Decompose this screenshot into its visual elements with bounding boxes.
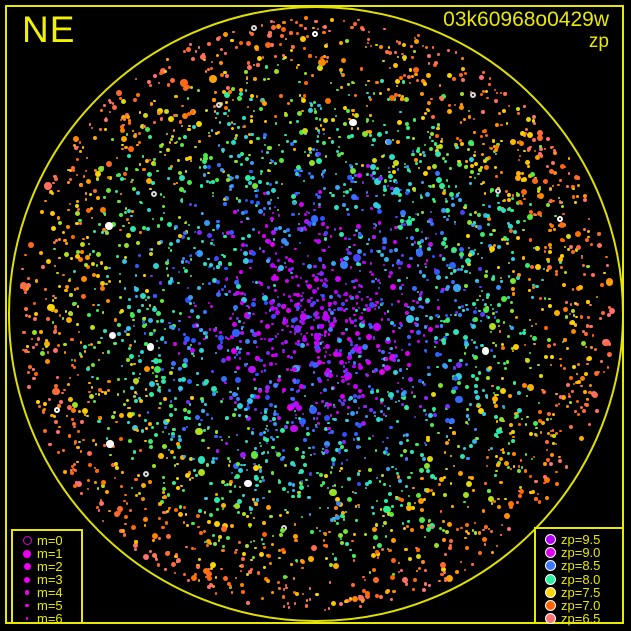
zp-swatch-cell <box>539 573 561 585</box>
zp-legend-label: zp=8.5 <box>561 558 601 574</box>
zp-legend-row: zp=7.0 <box>536 599 622 612</box>
zp-swatch-cell <box>539 547 561 559</box>
magnitude-swatch-cell <box>17 617 37 620</box>
zp-color-dot-icon <box>544 547 556 559</box>
magnitude-legend-row: m=0 <box>13 534 81 547</box>
zp-legend-row: zp=7.5 <box>536 586 622 599</box>
magnitude-legend-row: m=5 <box>13 599 81 612</box>
magnitude-swatch-cell <box>17 549 37 558</box>
magnitude-legend-label: m=0 <box>37 533 63 548</box>
magnitude-legend-row: m=3 <box>13 573 81 586</box>
zp-legend-row: zp=8.0 <box>536 573 622 586</box>
zp-legend-row: zp=8.5 <box>536 559 622 572</box>
magnitude-legend-rows: m=0 m=1 m=2 m=3 m=4 m=5 m=6 <box>13 531 81 625</box>
zp-legend-row: zp=9.0 <box>536 546 622 559</box>
magnitude-legend-row: m=4 <box>13 586 81 599</box>
direction-label: NE <box>22 9 76 50</box>
frame-id-label: 03k60968o0429w <box>443 8 609 31</box>
zp-color-dot-icon <box>544 560 556 572</box>
zp-color-dot-icon <box>544 573 556 585</box>
zp-color-dot-icon <box>544 586 556 598</box>
magnitude-legend-label: m=3 <box>37 572 63 587</box>
magnitude-dot-icon <box>25 603 29 608</box>
magnitude-swatch-cell <box>17 603 37 608</box>
magnitude-dot-icon <box>25 617 29 620</box>
zp-color-dot-icon <box>544 613 556 625</box>
zp-legend-row: zp=6.5 <box>536 612 622 625</box>
magnitude-legend-label: m=4 <box>37 585 63 600</box>
zp-swatch-cell <box>539 613 561 625</box>
magnitude-swatch-cell <box>17 576 37 583</box>
magnitude-swatch-cell <box>17 536 37 545</box>
zp-color-dot-icon <box>544 600 556 612</box>
zp-swatch-cell <box>539 586 561 598</box>
magnitude-legend-label: m=5 <box>37 598 63 613</box>
horizon-circle <box>8 6 624 622</box>
zp-legend-label: zp=7.5 <box>561 584 601 600</box>
magnitude-dot-icon <box>22 536 32 545</box>
magnitude-legend-row: m=6 <box>13 612 81 625</box>
zp-legend-label: zp=9.0 <box>561 545 601 561</box>
zp-swatch-cell <box>539 560 561 572</box>
magnitude-legend-label: m=1 <box>37 546 63 561</box>
zp-legend-label: zp=6.5 <box>561 611 601 627</box>
magnitude-dot-icon <box>24 590 30 595</box>
magnitude-dot-icon <box>23 549 31 558</box>
magnitude-legend-row: m=1 <box>13 547 81 560</box>
magnitude-swatch-cell <box>17 563 37 570</box>
zp-legend: zp=9.5 zp=9.0 zp=8.5 zp=8.0 zp=7.5 zp=7.0 zp=6… <box>534 527 624 625</box>
zp-legend-label: zp=9.5 <box>561 532 601 548</box>
magnitude-dot-icon <box>23 563 31 570</box>
zp-legend-label: zp=7.0 <box>561 598 601 614</box>
magnitude-legend-label: m=6 <box>37 611 63 626</box>
magnitude-legend-row: m=2 <box>13 560 81 573</box>
zp-legend-label: zp=8.0 <box>561 571 601 587</box>
frame-subtitle-label: zp <box>588 31 609 52</box>
zp-swatch-cell <box>539 534 561 546</box>
magnitude-dot-icon <box>24 576 30 583</box>
zp-legend-rows: zp=9.5 zp=9.0 zp=8.5 zp=8.0 zp=7.5 zp=7.0 zp=6… <box>536 529 622 625</box>
zp-swatch-cell <box>539 600 561 612</box>
magnitude-swatch-cell <box>17 590 37 595</box>
zp-legend-row: zp=9.5 <box>536 533 622 546</box>
magnitude-legend: m=0 m=1 m=2 m=3 m=4 m=5 m=6 <box>11 529 83 625</box>
magnitude-legend-label: m=2 <box>37 559 63 574</box>
zp-color-dot-icon <box>544 534 556 546</box>
